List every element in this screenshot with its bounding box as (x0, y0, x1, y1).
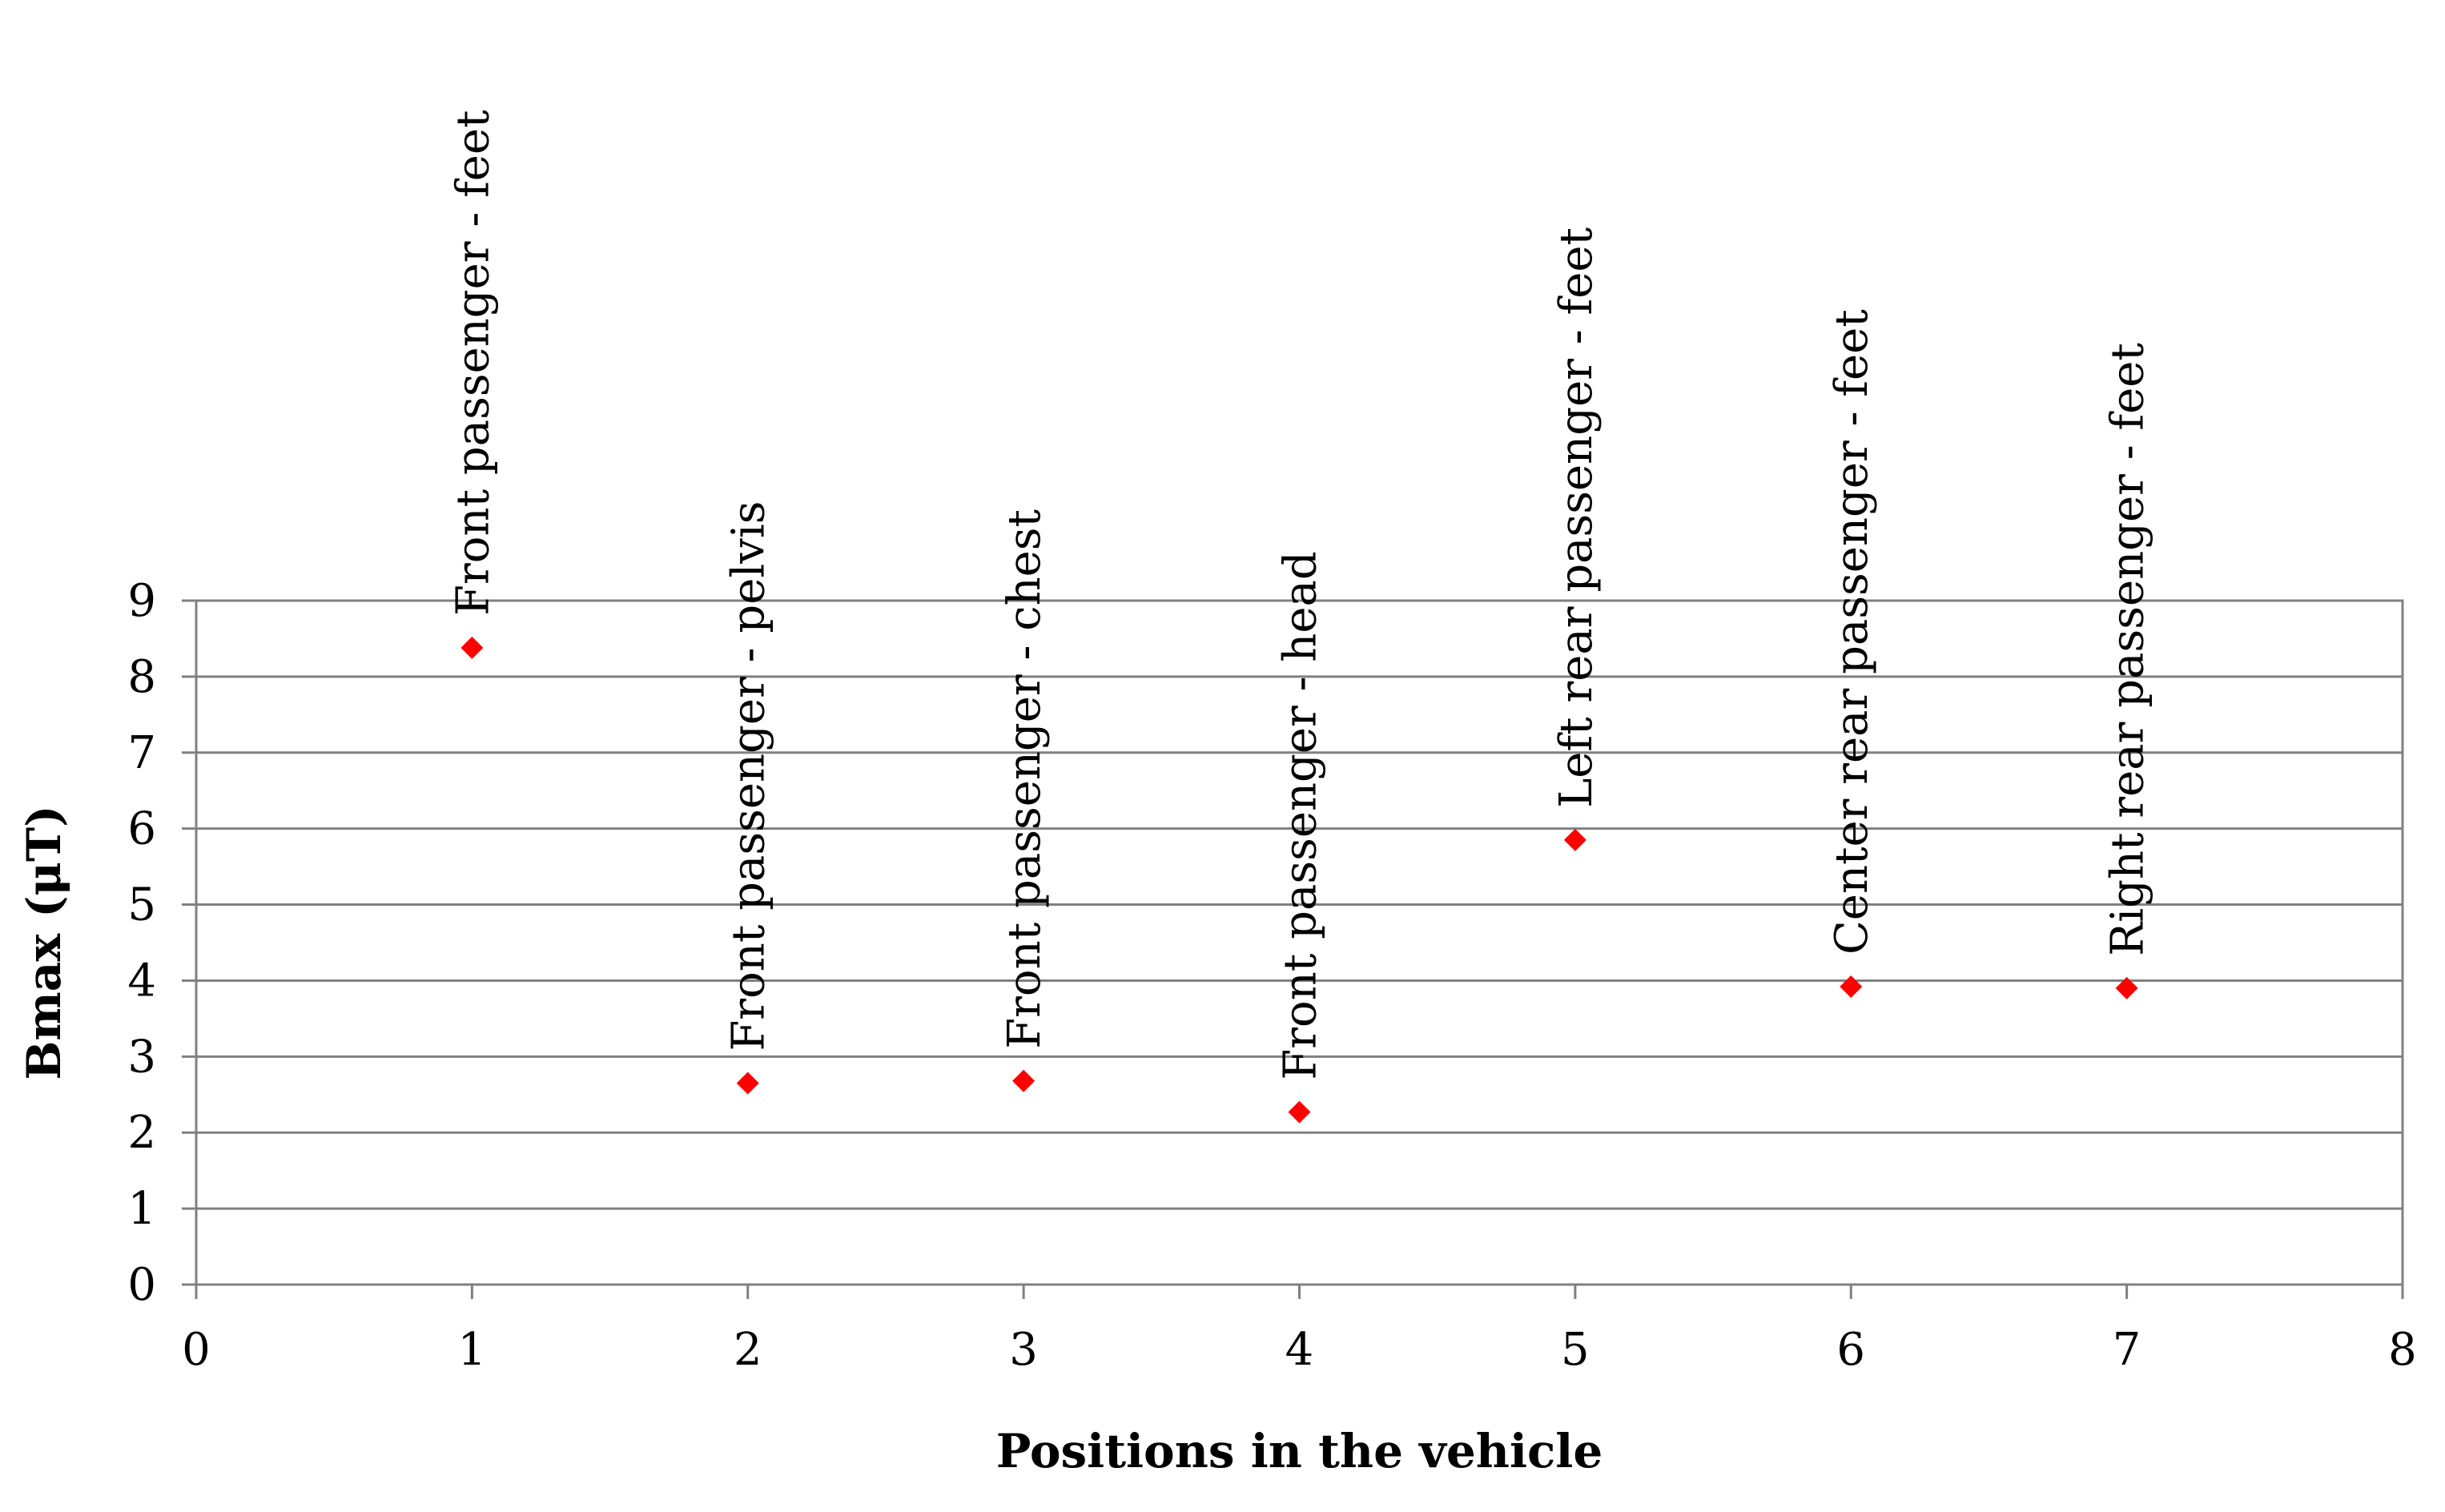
x-tick-label: 6 (1836, 1324, 1865, 1376)
y-tick-label: 7 (127, 727, 156, 779)
data-point (1012, 1069, 1036, 1092)
y-tick-label: 9 (127, 575, 156, 627)
data-label: Front passenger - feet (447, 110, 499, 616)
data-point (736, 1072, 759, 1095)
y-tick-label: 3 (127, 1031, 156, 1083)
x-tick-label: 5 (1561, 1324, 1590, 1376)
x-tick-label: 4 (1285, 1324, 1314, 1376)
x-tick-label: 2 (734, 1324, 762, 1376)
axes (182, 599, 2404, 1299)
y-tick-label: 1 (127, 1183, 156, 1235)
y-tick-labels: 0 1 2 3 4 5 6 7 8 9 (127, 575, 156, 1311)
data-labels: Front passenger - feet Front passenger - … (447, 110, 2153, 1080)
grid-lines (196, 599, 2403, 1210)
y-tick-label: 2 (127, 1107, 156, 1159)
data-point (1288, 1100, 1311, 1124)
data-point (460, 636, 484, 659)
y-tick-label: 4 (127, 955, 156, 1007)
data-point (1840, 975, 1863, 999)
data-label: Right rear passenger - feet (2102, 343, 2154, 956)
y-tick-label: 8 (127, 651, 156, 703)
data-point (2115, 976, 2138, 999)
data-points (460, 636, 2138, 1124)
x-tick-label: 0 (182, 1324, 211, 1376)
x-tick-label: 1 (458, 1324, 487, 1376)
x-tick-labels: 0 1 2 3 4 5 6 7 8 (182, 1324, 2417, 1376)
y-axis-title: Bmax (μT) (17, 805, 71, 1080)
data-label: Center rear passenger - feet (1826, 309, 1878, 955)
data-label: Front passenger - pelvis (723, 501, 775, 1051)
data-label: Front passenger - head (1275, 551, 1327, 1080)
y-tick-label: 0 (127, 1259, 156, 1311)
y-tick-label: 6 (127, 803, 156, 855)
x-axis-title: Positions in the vehicle (996, 1424, 1603, 1478)
data-label: Left rear passenger - feet (1550, 227, 1603, 807)
x-tick-label: 7 (2113, 1324, 2141, 1376)
y-tick-label: 5 (127, 879, 156, 931)
x-tick-label: 3 (1009, 1324, 1038, 1376)
data-label: Front passenger - chest (999, 509, 1051, 1048)
x-tick-label: 8 (2388, 1324, 2417, 1376)
data-point (1563, 828, 1586, 851)
